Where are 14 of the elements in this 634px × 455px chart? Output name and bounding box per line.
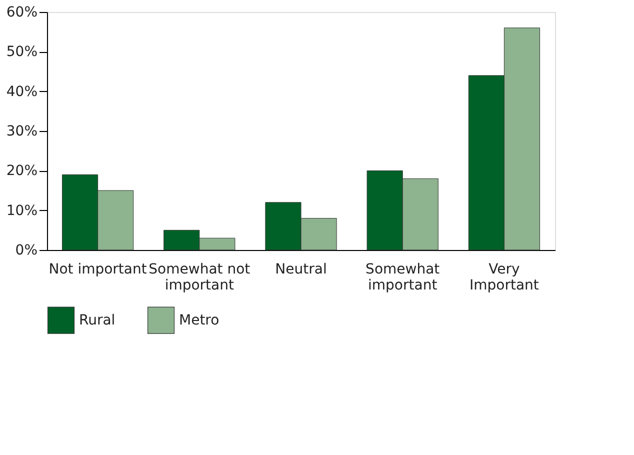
legend-label: Rural	[79, 312, 116, 328]
y-tick-label: 60%	[6, 4, 38, 20]
x-tick-label: Neutral	[275, 262, 327, 278]
y-tick-label: 50%	[6, 44, 38, 60]
legend-label: Metro	[179, 312, 220, 328]
y-tick-label: 40%	[6, 84, 38, 100]
y-tick-label: 30%	[6, 124, 38, 140]
x-tick-label: Not important	[48, 262, 148, 278]
y-tick-label: 20%	[6, 163, 38, 180]
x-tick-label: Very Important	[469, 262, 540, 294]
x-tick-label: Somewhat important	[366, 262, 440, 294]
x-tick-label: Somewhat not important	[148, 262, 251, 294]
y-tick-label: 0%	[15, 242, 38, 258]
y-tick-label: 10%	[6, 202, 38, 219]
